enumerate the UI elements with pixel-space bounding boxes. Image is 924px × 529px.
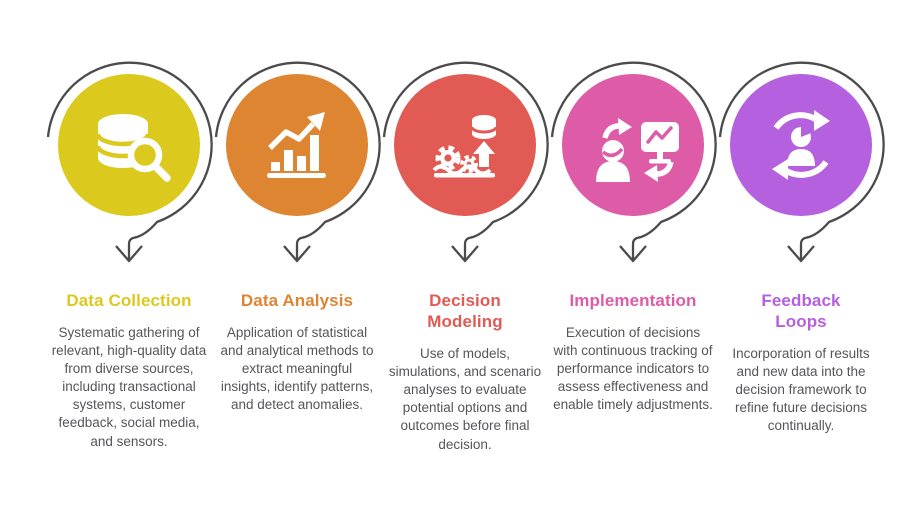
user-refresh-cycle-icon bbox=[772, 110, 830, 180]
step-graphic bbox=[718, 61, 885, 263]
step-data-collection: Data Collection Systematic gathering of … bbox=[45, 40, 213, 454]
step-title: Feedback Loops bbox=[761, 291, 841, 332]
step-title: Data Collection bbox=[66, 291, 192, 310]
step-description: Systematic gathering of relevant, high-q… bbox=[51, 325, 207, 449]
user-monitor-sync-icon bbox=[596, 118, 679, 182]
step-title: Data Analysis bbox=[240, 291, 354, 310]
step-circle bbox=[562, 74, 704, 216]
step-decision-modeling: Decision Modeling Use of models, simulat… bbox=[381, 40, 549, 454]
loop-down-arrow bbox=[214, 61, 381, 263]
steps-row: Data Collection Systematic gathering of … bbox=[45, 40, 885, 454]
step-title: Implementation bbox=[569, 291, 697, 310]
loop-down-arrow bbox=[718, 61, 885, 263]
loop-down-arrow bbox=[382, 61, 549, 263]
step-graphic bbox=[46, 61, 213, 263]
step-description: Execution of decisions with continuous t… bbox=[553, 325, 713, 413]
step-graphic bbox=[382, 61, 549, 263]
step-circle bbox=[226, 74, 368, 216]
step-description: Application of statistical and analytica… bbox=[220, 325, 374, 413]
loop-down-arrow bbox=[46, 61, 213, 263]
step-implementation: Implementation Execution of decisions wi… bbox=[549, 40, 717, 454]
step-graphic bbox=[214, 61, 381, 263]
loop-down-arrow bbox=[550, 61, 717, 263]
step-data-analysis: Data Analysis Application of statistical… bbox=[213, 40, 381, 454]
step-circle bbox=[394, 74, 536, 216]
step-graphic bbox=[550, 61, 717, 263]
database-search-icon bbox=[95, 114, 171, 182]
bar-chart-trend-icon bbox=[267, 112, 326, 178]
gears-output-icon bbox=[432, 115, 498, 178]
step-feedback-loops: Feedback Loops Incorporation of results … bbox=[717, 40, 885, 454]
step-title: Decision Modeling bbox=[427, 291, 503, 332]
step-description: Incorporation of results and new data in… bbox=[732, 346, 870, 434]
step-description: Use of models, simulations, and scenario… bbox=[388, 346, 542, 452]
